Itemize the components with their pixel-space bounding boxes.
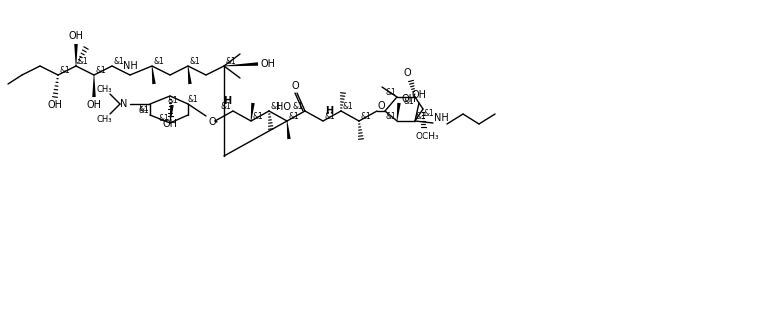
Polygon shape [286,121,291,139]
Text: NH: NH [123,61,138,71]
Text: &1: &1 [221,102,231,111]
Text: &1: &1 [188,94,199,104]
Text: &1: &1 [386,112,397,120]
Text: &1: &1 [289,112,299,120]
Text: N: N [120,99,128,109]
Text: OH: OH [86,100,102,110]
Text: &1: &1 [270,102,281,111]
Text: &1: &1 [225,57,236,66]
Polygon shape [92,75,96,97]
Polygon shape [251,103,254,121]
Text: &1: &1 [138,104,150,113]
Text: OH: OH [163,119,177,129]
Text: H: H [325,106,333,116]
Text: &1: &1 [159,114,170,122]
Text: CH₃: CH₃ [96,115,112,123]
Polygon shape [188,66,192,84]
Text: &1: &1 [167,96,178,105]
Polygon shape [152,66,156,84]
Polygon shape [224,62,258,66]
Text: H: H [223,96,231,106]
Text: OH: OH [402,94,416,104]
Text: OCH₃: OCH₃ [415,131,439,140]
Text: &1: &1 [96,66,106,74]
Text: O: O [291,81,299,91]
Text: OH: OH [412,90,426,100]
Text: &1: &1 [114,57,125,66]
Text: &1: &1 [423,109,435,118]
Text: O: O [377,101,385,111]
Text: &1: &1 [416,112,426,120]
Text: &1: &1 [403,97,414,106]
Text: CH₃: CH₃ [96,84,112,93]
Text: OH: OH [47,100,63,110]
Text: HO: HO [276,102,291,112]
Text: &1: &1 [325,112,335,120]
Text: &1: &1 [78,57,89,66]
Text: &1: &1 [342,102,354,111]
Text: O: O [403,68,411,78]
Text: &1: &1 [189,57,200,66]
Text: O: O [208,117,215,127]
Text: NH: NH [434,113,448,123]
Text: &1: &1 [386,87,397,97]
Text: &1: &1 [138,106,150,115]
Text: &1: &1 [60,66,70,74]
Text: &1: &1 [154,57,164,66]
Polygon shape [74,44,78,66]
Text: OH: OH [69,31,83,41]
Polygon shape [170,105,173,123]
Text: &1: &1 [293,102,303,111]
Text: OH: OH [261,59,276,69]
Polygon shape [397,103,401,121]
Text: &1: &1 [253,112,264,120]
Text: &1: &1 [361,112,371,120]
